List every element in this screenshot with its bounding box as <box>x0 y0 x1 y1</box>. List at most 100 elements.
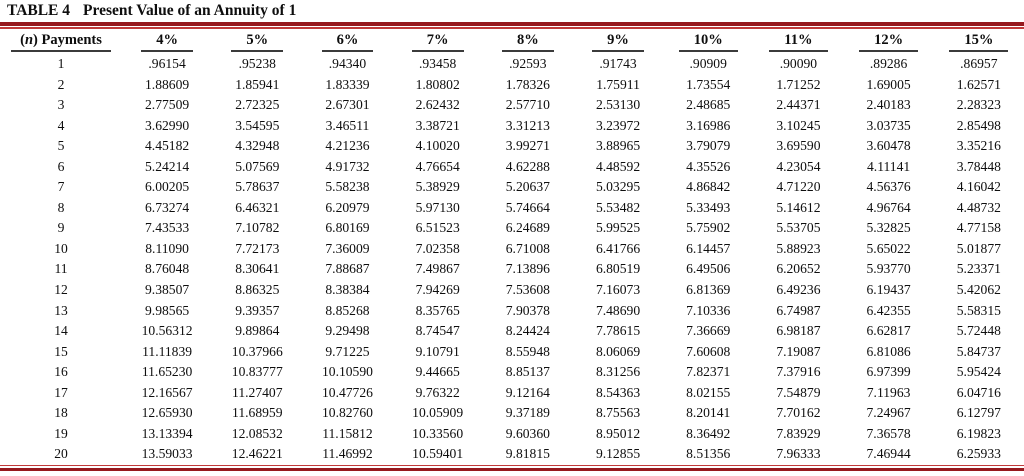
pv-factor-cell: 10.59401 <box>412 446 464 462</box>
header-row: (n) Payments 4% 5% 6% 7% 8% 9% 10% 11% 12% 15% <box>0 29 1024 52</box>
pv-factor-cell: 8.85268 <box>325 302 370 318</box>
rate-column-header-label: 11% <box>769 32 828 52</box>
rate-column-header: 11% <box>753 29 843 52</box>
pv-factor-cell: 7.19087 <box>776 343 821 359</box>
pv-factor-cell: 4.32948 <box>235 138 280 154</box>
pv-factor-cell: 4.76654 <box>415 158 460 174</box>
payments-count-cell: 20 <box>54 446 68 462</box>
rate-column-header: 5% <box>212 29 302 52</box>
pv-factor-cell: 7.36009 <box>325 240 370 256</box>
pv-factor-cell: 6.97399 <box>866 364 911 380</box>
payments-count-cell: 9 <box>57 220 65 236</box>
table-head: (n) Payments 4% 5% 6% 7% 8% 9% 10% 11% 12% 15% <box>0 29 1024 52</box>
pv-factor-cell: 6.20979 <box>325 199 370 215</box>
pv-factor-cell: 5.53705 <box>776 220 821 236</box>
pv-factor-cell: 4.10020 <box>415 138 460 154</box>
pv-factor-cell: 6.62817 <box>866 323 911 339</box>
pv-factor-cell: 7.43533 <box>145 220 190 236</box>
pv-factor-cell: 6.04716 <box>956 384 1001 400</box>
payments-count-cell: 4 <box>57 117 65 133</box>
pv-factor-cell: 4.48732 <box>956 199 1001 215</box>
pv-factor-cell: 2.48685 <box>686 97 731 113</box>
pv-factor-cell: 12.08532 <box>231 425 283 441</box>
pv-factor-cell: 8.35765 <box>415 302 460 318</box>
pv-factor-cell: 6.46321 <box>235 199 280 215</box>
rate-column-header: 7% <box>393 29 483 52</box>
pv-factor-cell: .91743 <box>599 56 637 71</box>
header-payments-text: ) Payments <box>33 32 102 48</box>
payments-count-cell: 13 <box>54 302 68 318</box>
pv-factor-cell: 9.71225 <box>325 343 370 359</box>
pv-factor-cell: 4.23054 <box>776 158 821 174</box>
pv-factor-cell: 13.59033 <box>141 446 193 462</box>
rate-column-header-label: 6% <box>321 32 374 52</box>
pv-factor-cell: 13.13394 <box>141 425 193 441</box>
pv-factor-cell: 7.82371 <box>686 364 731 380</box>
pv-factor-cell: 11.15812 <box>322 425 373 441</box>
pv-factor-cell: 6.41766 <box>595 240 641 256</box>
pv-factor-cell: 5.65022 <box>866 240 911 256</box>
payments-count-cell: 15 <box>54 343 68 359</box>
pv-factor-cell: 7.16073 <box>595 282 641 298</box>
pv-factor-cell: 2.28323 <box>956 97 1001 113</box>
table-row: 11 8.76048 8.30641 7.88687 7.49867 7.13896 6.8… <box>0 259 1024 280</box>
pv-factor-cell: 8.31256 <box>595 364 641 380</box>
pv-factor-cell: 7.02358 <box>415 240 460 256</box>
pv-factor-cell: 10.10590 <box>321 364 373 380</box>
pv-factor-cell: 11.11839 <box>142 343 193 359</box>
table-row: 15 11.11839 10.37966 9.71225 9.10791 8.55948 8… <box>0 342 1024 363</box>
pv-factor-cell: 3.10245 <box>776 117 821 133</box>
pv-factor-cell: 3.35216 <box>956 138 1001 154</box>
pv-factor-cell: 10.56312 <box>141 323 193 339</box>
payments-count-cell: 3 <box>57 97 65 113</box>
pv-factor-cell: 8.74547 <box>415 323 460 339</box>
pv-factor-cell: 7.94269 <box>415 282 460 298</box>
table-row: 3 2.77509 2.72325 2.67301 2.62432 2.57710 2.53… <box>0 95 1024 116</box>
pv-factor-cell: 5.72448 <box>956 323 1001 339</box>
payments-count-cell: 7 <box>57 179 65 195</box>
rate-column-header-label: 7% <box>411 32 464 52</box>
pv-factor-cell: 1.69005 <box>866 76 911 92</box>
pv-factor-cell: 4.11141 <box>867 158 911 174</box>
payments-count-cell: 5 <box>57 138 65 154</box>
pv-factor-cell: 5.88923 <box>776 240 821 256</box>
payments-count-cell: 16 <box>54 364 68 380</box>
pv-factor-cell: 9.89864 <box>235 323 280 339</box>
pv-factor-cell: 6.25933 <box>956 446 1001 462</box>
rate-column-header-label: 5% <box>231 32 284 52</box>
pv-factor-cell: 6.71008 <box>505 240 550 256</box>
pv-factor-cell: 6.98187 <box>776 323 821 339</box>
pv-factor-cell: 9.81815 <box>505 446 550 462</box>
pv-factor-cell: 2.53130 <box>595 97 641 113</box>
pv-factor-cell: 5.84737 <box>956 343 1001 359</box>
pv-factor-cell: 5.93770 <box>866 261 911 277</box>
pv-factor-cell: 7.36669 <box>686 323 731 339</box>
pv-factor-cell: 7.88687 <box>325 261 370 277</box>
header-n-italic: n <box>24 32 34 48</box>
pv-factor-cell: 3.78448 <box>956 158 1001 174</box>
pv-factor-cell: 1.83339 <box>325 76 370 92</box>
pv-factor-cell: 2.72325 <box>235 97 280 113</box>
pv-factor-cell: 6.14457 <box>686 240 731 256</box>
pv-factor-cell: 7.10336 <box>686 302 731 318</box>
pv-factor-cell: 8.54363 <box>595 384 641 400</box>
pv-factor-cell: 7.78615 <box>595 323 641 339</box>
pv-factor-cell: 8.30641 <box>235 261 280 277</box>
payments-count-cell: 18 <box>54 405 68 421</box>
pv-factor-cell: 6.24689 <box>505 220 550 236</box>
pv-factor-cell: 1.75911 <box>596 76 640 92</box>
pv-factor-cell: .96154 <box>148 56 186 71</box>
rate-column-header: 9% <box>573 29 663 52</box>
table-row: 7 6.00205 5.78637 5.58238 5.38929 5.20637 5.03… <box>0 177 1024 198</box>
rate-column-header: 10% <box>663 29 753 52</box>
pv-factor-cell: 3.38721 <box>415 117 460 133</box>
pv-factor-cell: 8.76048 <box>145 261 190 277</box>
pv-factor-cell: 7.49867 <box>415 261 460 277</box>
table-title: TABLE 4 Present Value of an Annuity of 1 <box>0 0 1024 22</box>
pv-factor-cell: 2.77509 <box>145 97 190 113</box>
pv-factor-cell: 3.23972 <box>595 117 641 133</box>
pv-factor-cell: 1.71252 <box>776 76 821 92</box>
bottom-rule-thick <box>0 467 1024 472</box>
header-paren-open: ( <box>20 32 25 48</box>
payments-count-cell: 17 <box>54 384 68 400</box>
